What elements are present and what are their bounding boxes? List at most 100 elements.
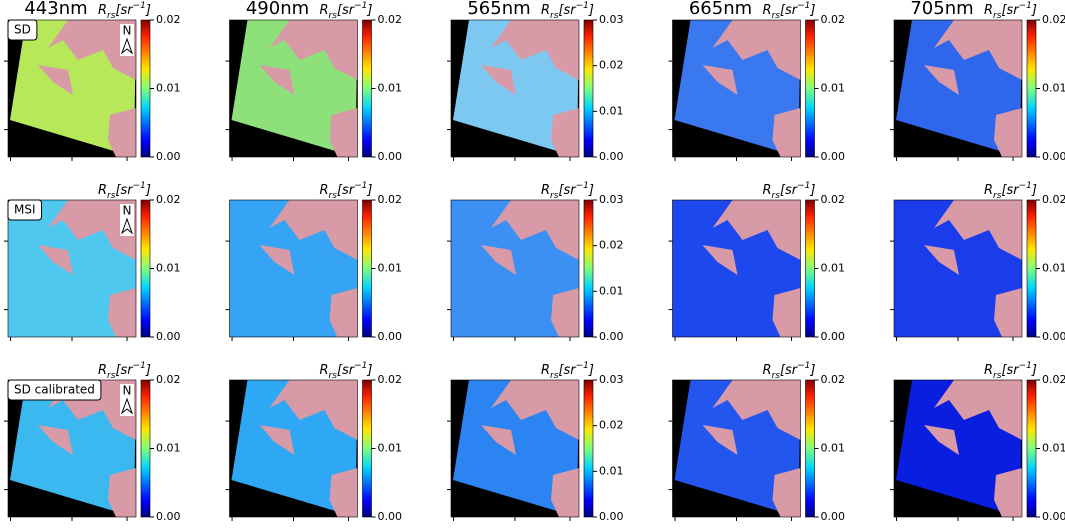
island	[702, 65, 738, 95]
colorbar-tick-label: 0.00	[156, 510, 181, 523]
water	[231, 20, 358, 157]
colorbar-tick-label: 0.00	[1042, 510, 1065, 523]
water	[896, 20, 1022, 157]
colorbar-tick-label: 0.00	[821, 330, 846, 343]
colorbar-tick-label: 0.01	[378, 442, 403, 455]
colorbar	[583, 199, 594, 338]
island	[38, 245, 73, 275]
unit-part: R	[763, 363, 772, 378]
unit-part: R	[320, 363, 329, 378]
colorbar-tick-label: 0.02	[1042, 193, 1065, 206]
island	[259, 245, 295, 275]
unit-part: ]	[588, 183, 594, 198]
land	[994, 468, 1022, 517]
panel: 0.00 0.01 0.02 Rrs[sr−1]	[225, 181, 403, 343]
panel: 0.00 0.01 0.02 Rrs[sr−1]	[890, 361, 1065, 523]
colorbar-tick-label: 0.02	[1042, 13, 1065, 26]
unit-part: −1	[576, 181, 589, 191]
panel: 0.00 0.01 0.02 Rrs[sr−1]	[225, 361, 403, 523]
land	[551, 108, 579, 157]
colorbar-tick-label: 0.01	[1042, 262, 1065, 275]
panel: 0.00 0.01 0.02 0.03 Rrs[sr−1]	[447, 181, 624, 343]
unit-part: [sr	[780, 183, 799, 198]
unit-part: rs	[329, 371, 338, 381]
colorbar	[583, 19, 594, 158]
land	[48, 20, 136, 80]
unit-part: −1	[1019, 1, 1032, 11]
colorbar-tick-label: 0.00	[378, 330, 403, 343]
colorbar-tick-label: 0.02	[1042, 373, 1065, 386]
unit-part: rs	[550, 191, 559, 201]
land	[551, 468, 579, 517]
panel: 0.00 0.01 0.02 Rrs[sr−1]	[890, 181, 1065, 343]
island	[924, 245, 959, 275]
unit-part: R	[984, 363, 993, 378]
land	[772, 288, 801, 337]
unit-part: R	[98, 3, 107, 18]
unit-part: [sr	[337, 363, 356, 378]
panel: 0.00 0.01 0.02 Rrs[sr−1] 490nm	[225, 0, 402, 163]
unit-part: R	[320, 183, 329, 198]
island	[924, 425, 959, 455]
colorbar	[140, 199, 151, 338]
colorbar-tick-label: 0.03	[599, 373, 624, 386]
unit-part: −1	[133, 1, 146, 11]
colorbar-tick-label: 0.02	[599, 239, 624, 252]
colorbar-tick-label: 0.00	[1042, 330, 1065, 343]
colorbar-tick-label: 0.03	[599, 13, 624, 26]
unit-part: −1	[576, 361, 589, 371]
water	[10, 380, 136, 517]
unit-part: rs	[329, 11, 338, 21]
unit-label: Rrs[sr−1]	[763, 361, 816, 381]
island	[259, 425, 295, 455]
unit-part: [sr	[558, 183, 577, 198]
colorbar-tick-label: 0.02	[156, 373, 181, 386]
unit-part: −1	[797, 361, 810, 371]
unit-part: −1	[797, 181, 810, 191]
land	[551, 288, 579, 337]
unit-label: Rrs[sr−1]	[541, 181, 594, 201]
unit-part: ]	[1031, 183, 1037, 198]
land	[712, 380, 801, 440]
unit-part: −1	[354, 361, 367, 371]
north-label: N	[123, 24, 132, 38]
panel: 0.00 0.01 0.02 Rrs[sr−1]	[4, 361, 181, 523]
column-title: 443nm	[24, 0, 87, 19]
unit-part: rs	[993, 191, 1002, 201]
unit-part: ]	[1031, 3, 1037, 18]
unit-label: Rrs[sr−1]	[98, 181, 151, 201]
colorbar	[583, 379, 594, 518]
unit-part: [sr	[1001, 3, 1020, 18]
island	[702, 245, 738, 275]
water	[674, 380, 801, 517]
north-label: N	[123, 384, 132, 398]
unit-part: R	[763, 183, 772, 198]
panel: 0.00 0.01 0.02 0.03 Rrs[sr−1]	[447, 361, 624, 523]
unit-part: R	[541, 363, 550, 378]
unit-part: R	[98, 183, 107, 198]
column-title: 665nm	[689, 0, 752, 19]
land	[712, 20, 801, 80]
island	[259, 65, 295, 95]
colorbar-tick-label: 0.02	[821, 13, 846, 26]
unit-part: R	[541, 183, 550, 198]
unit-label: Rrs[sr−1]	[984, 361, 1037, 381]
colorbar	[362, 199, 372, 338]
colorbar-tick-label: 0.00	[156, 150, 181, 163]
island	[481, 65, 516, 95]
unit-part: [sr	[1001, 183, 1020, 198]
unit-label: Rrs[sr−1]	[98, 361, 151, 381]
unit-part: −1	[797, 1, 810, 11]
land	[329, 288, 358, 337]
north-arrow	[120, 217, 134, 235]
unit-part: −1	[354, 1, 367, 11]
unit-part: rs	[993, 11, 1002, 21]
row-label-box	[7, 19, 38, 41]
island	[481, 425, 516, 455]
unit-part: −1	[354, 181, 367, 191]
unit-part: [sr	[115, 363, 134, 378]
unit-part: rs	[772, 11, 781, 21]
panel: 0.00 0.01 0.02 Rrs[sr−1] 665nm	[668, 0, 846, 163]
colorbar-tick-label: 0.02	[821, 193, 846, 206]
colorbar	[1026, 19, 1037, 158]
